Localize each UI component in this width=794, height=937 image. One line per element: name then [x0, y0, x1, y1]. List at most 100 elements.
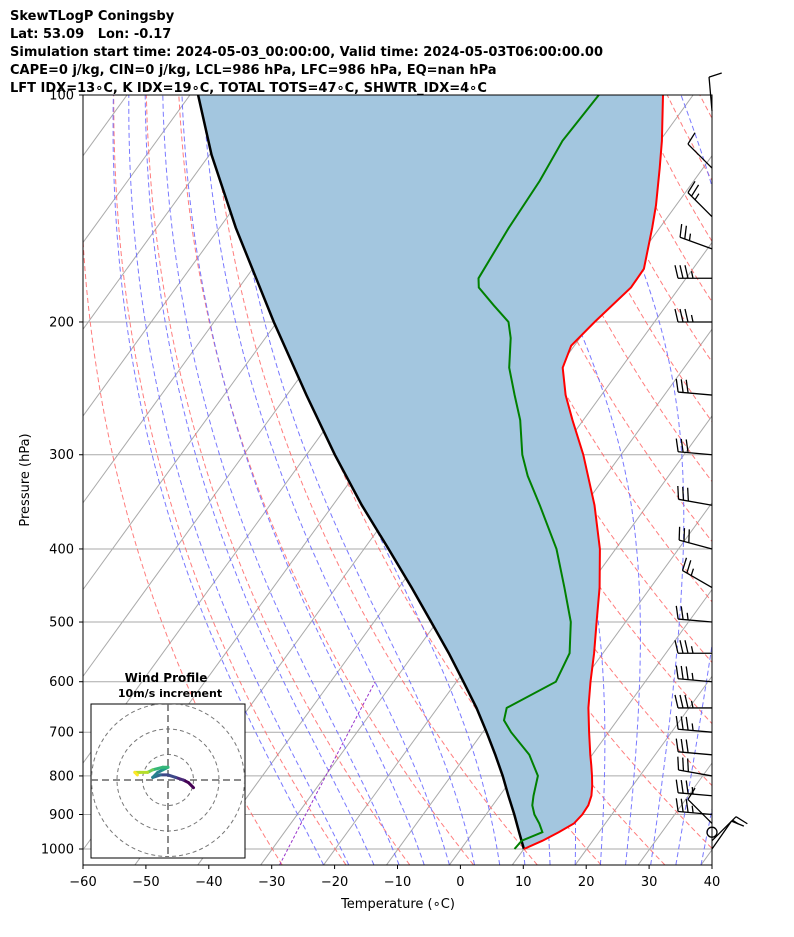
wind-barb-staff [678, 769, 713, 777]
wind-barb-feather [684, 225, 688, 240]
wind-barb-half-feather [691, 805, 694, 813]
dry-adiabat-line [243, 95, 602, 865]
time-line: Simulation start time: 2024-05-03_00:00:… [10, 45, 603, 60]
y-tick-label: 700 [49, 726, 74, 741]
wind-barb-feather [680, 665, 684, 680]
wind-barb-feather [674, 265, 679, 279]
index-line: LFT IDX=13∘C, K IDX=19∘C, TOTAL TOTS=47∘… [10, 81, 487, 96]
wind-barb-staff [678, 810, 713, 816]
dry-adiabat-line [308, 95, 712, 850]
wind-barb-half-feather [686, 612, 689, 621]
wind-barb-staff [678, 451, 713, 456]
wind-barb-feather [684, 694, 689, 709]
wind-barb-feather [679, 223, 683, 238]
x-tick-label: 10 [515, 875, 532, 890]
wind-barb-feather [685, 439, 689, 453]
location-line: Lat: 53.09 Lon: -0.17 [10, 27, 172, 42]
wind-barb-feather [735, 816, 748, 825]
dry-adiabat-line [503, 95, 712, 483]
wind-barb-half-feather [690, 646, 694, 654]
moist-adiabat-line [144, 95, 375, 865]
hodograph-subtitle: 10m/s increment [118, 687, 222, 700]
x-tick-label: 40 [704, 875, 721, 890]
moist-adiabat-line [700, 806, 712, 865]
data-layer [196, 95, 664, 850]
x-tick-label: −20 [321, 875, 348, 890]
x-tick-label: 20 [578, 875, 595, 890]
wind-barb-feather [682, 486, 685, 501]
wind-barb-staff [678, 751, 713, 756]
x-tick-label: 30 [641, 875, 658, 890]
wind-barb-staff [687, 798, 713, 824]
dry-adiabat-line [83, 232, 283, 865]
x-tick-label: −50 [132, 875, 159, 890]
wind-barb-feather [680, 779, 684, 794]
y-tick-label: 100 [49, 89, 74, 104]
calm-wind-circle [706, 826, 718, 838]
x-tick-label: −30 [258, 875, 285, 890]
wind-barb-half-feather [690, 568, 695, 576]
isotherm-line [83, 95, 254, 331]
x-tick-label: 0 [456, 875, 464, 890]
temperature-line [523, 95, 664, 850]
moist-adiabat-line [162, 95, 400, 865]
wind-barb-feather [677, 756, 680, 771]
isotherm-line [700, 848, 712, 865]
dry-adiabat-line [666, 95, 712, 182]
wind-barb-feather [675, 779, 679, 793]
dry-adiabat-line [113, 95, 347, 865]
wind-barb-feather [680, 798, 684, 813]
wind-barb-staff [687, 143, 713, 169]
y-tick-label: 200 [49, 315, 74, 330]
isotherm-line [83, 95, 317, 417]
wind-barb-feather [684, 265, 689, 279]
wind-barb-feather [690, 184, 700, 197]
hodograph-plot [91, 704, 245, 858]
x-tick-label: −60 [69, 875, 96, 890]
wind-barb-feather [682, 757, 685, 771]
axes-layer: −60 −50 −40 −30 −20 −10 0 10 20 30 40 100 200 300 400 5… [41, 89, 720, 891]
wind-barb-feather [708, 72, 722, 78]
wind-barb-staff [678, 792, 713, 797]
isotherm-line [83, 95, 191, 244]
x-tick-label: −10 [384, 875, 411, 890]
wind-barb-feather [680, 379, 684, 393]
y-axis-label: Pressure (hPa) [18, 433, 33, 526]
cin-cape-shading [198, 95, 663, 849]
wind-barb-feather [685, 666, 689, 680]
wind-barb-feather [680, 438, 684, 453]
instability-line: CAPE=0 j/kg, CIN=0 j/kg, LCL=986 hPa, LF… [10, 63, 497, 78]
wind-barb-feather [675, 798, 679, 812]
isotherm-line [323, 328, 712, 865]
moist-adiabat-line [202, 95, 450, 865]
wind-barb-feather [685, 739, 689, 753]
hodograph-trace-segment [151, 765, 165, 772]
hodograph-inset: Wind Profile 10m/s increment [90, 671, 246, 859]
wind-barb-staff [711, 816, 737, 842]
wind-barb-feather [675, 665, 679, 679]
dry-adiabat-line [732, 95, 794, 865]
wind-barb-feather [687, 132, 696, 145]
dry-adiabat-line [438, 95, 712, 603]
wind-barb-feather [679, 308, 684, 323]
wind-barb-feather [675, 738, 679, 752]
wind-barb-feather [681, 557, 688, 571]
wind-barb-staff [679, 236, 713, 250]
hodograph-trace-segment [133, 770, 139, 777]
wind-barb-feather [677, 485, 680, 500]
wind-barb-feather [685, 716, 689, 731]
isotherm-line [0, 95, 1, 865]
moist-adiabat-line [112, 95, 325, 865]
wind-barb-feather [685, 379, 689, 394]
wind-barb-feather [674, 308, 679, 323]
y-tick-label: 300 [49, 448, 74, 463]
wind-barb-feather [674, 694, 679, 709]
wind-barb-feather [685, 799, 689, 813]
wind-barb-feather [679, 694, 684, 709]
wind-barb-staff [708, 77, 713, 112]
x-tick-label: −40 [195, 875, 222, 890]
wind-barb-feather [675, 715, 679, 730]
wind-barb-feather [674, 640, 679, 654]
wind-barb-half-feather [690, 700, 694, 709]
